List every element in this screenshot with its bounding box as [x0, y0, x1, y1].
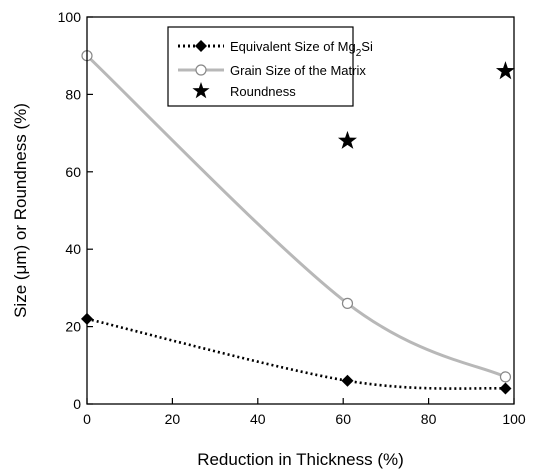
- x-axis-label: Reduction in Thickness (%): [197, 450, 404, 469]
- legend-mg2si-diamond: [195, 40, 207, 52]
- roundness-point-1: [495, 61, 515, 80]
- legend-mg2si-label-part-2: Si: [361, 39, 373, 54]
- legend-matrix-label: Grain Size of the Matrix: [230, 63, 366, 78]
- y-tick-label-5: 100: [58, 9, 82, 25]
- x-tick-label-4: 80: [421, 411, 437, 427]
- y-tick-label-4: 80: [65, 86, 81, 102]
- plot-frame: [86, 16, 515, 405]
- legend-matrix-circle: [195, 64, 207, 76]
- y-tick-label-0: 0: [73, 396, 81, 412]
- matrix-point-2: [499, 371, 512, 383]
- y-axis-label-mu: μ: [11, 265, 30, 275]
- mg2si-series-line: [86, 317, 506, 390]
- series-lines: [85, 54, 507, 390]
- matrix-series-line: [85, 54, 507, 379]
- x-tick-label-2: 40: [250, 411, 266, 427]
- x-tick-label-0: 0: [83, 411, 91, 427]
- roundness-point-0: [337, 130, 357, 149]
- y-axis-label: Size (μm) or Roundness (%): [11, 103, 30, 318]
- mg2si-point-2: [499, 382, 512, 395]
- y-axis-label-part-1: Size (: [11, 274, 30, 318]
- legend: Equivalent Size of Mg2Si Grain Size of t…: [167, 26, 373, 107]
- x-tick-label-3: 60: [335, 411, 351, 427]
- series-markers: [81, 50, 515, 395]
- legend-mg2si-label-part-1: Equivalent Size of Mg: [230, 39, 356, 54]
- mg2si-point-1: [341, 374, 354, 387]
- y-tick-label-1: 20: [65, 319, 81, 335]
- legend-mg2si-label-subscript: 2: [356, 48, 362, 59]
- legend-roundness-label: Roundness: [230, 84, 296, 99]
- y-tick-label-3: 60: [65, 164, 81, 180]
- y-tick-label-2: 40: [65, 241, 81, 257]
- matrix-point-1: [341, 297, 354, 309]
- y-axis-label-part-2: m) or Roundness (%): [11, 103, 30, 265]
- x-tick-label-1: 20: [165, 411, 181, 427]
- x-tick-label-5: 100: [502, 411, 526, 427]
- legend-roundness-star: [192, 82, 210, 99]
- legend-mg2si-label: Equivalent Size of Mg2Si: [230, 39, 373, 59]
